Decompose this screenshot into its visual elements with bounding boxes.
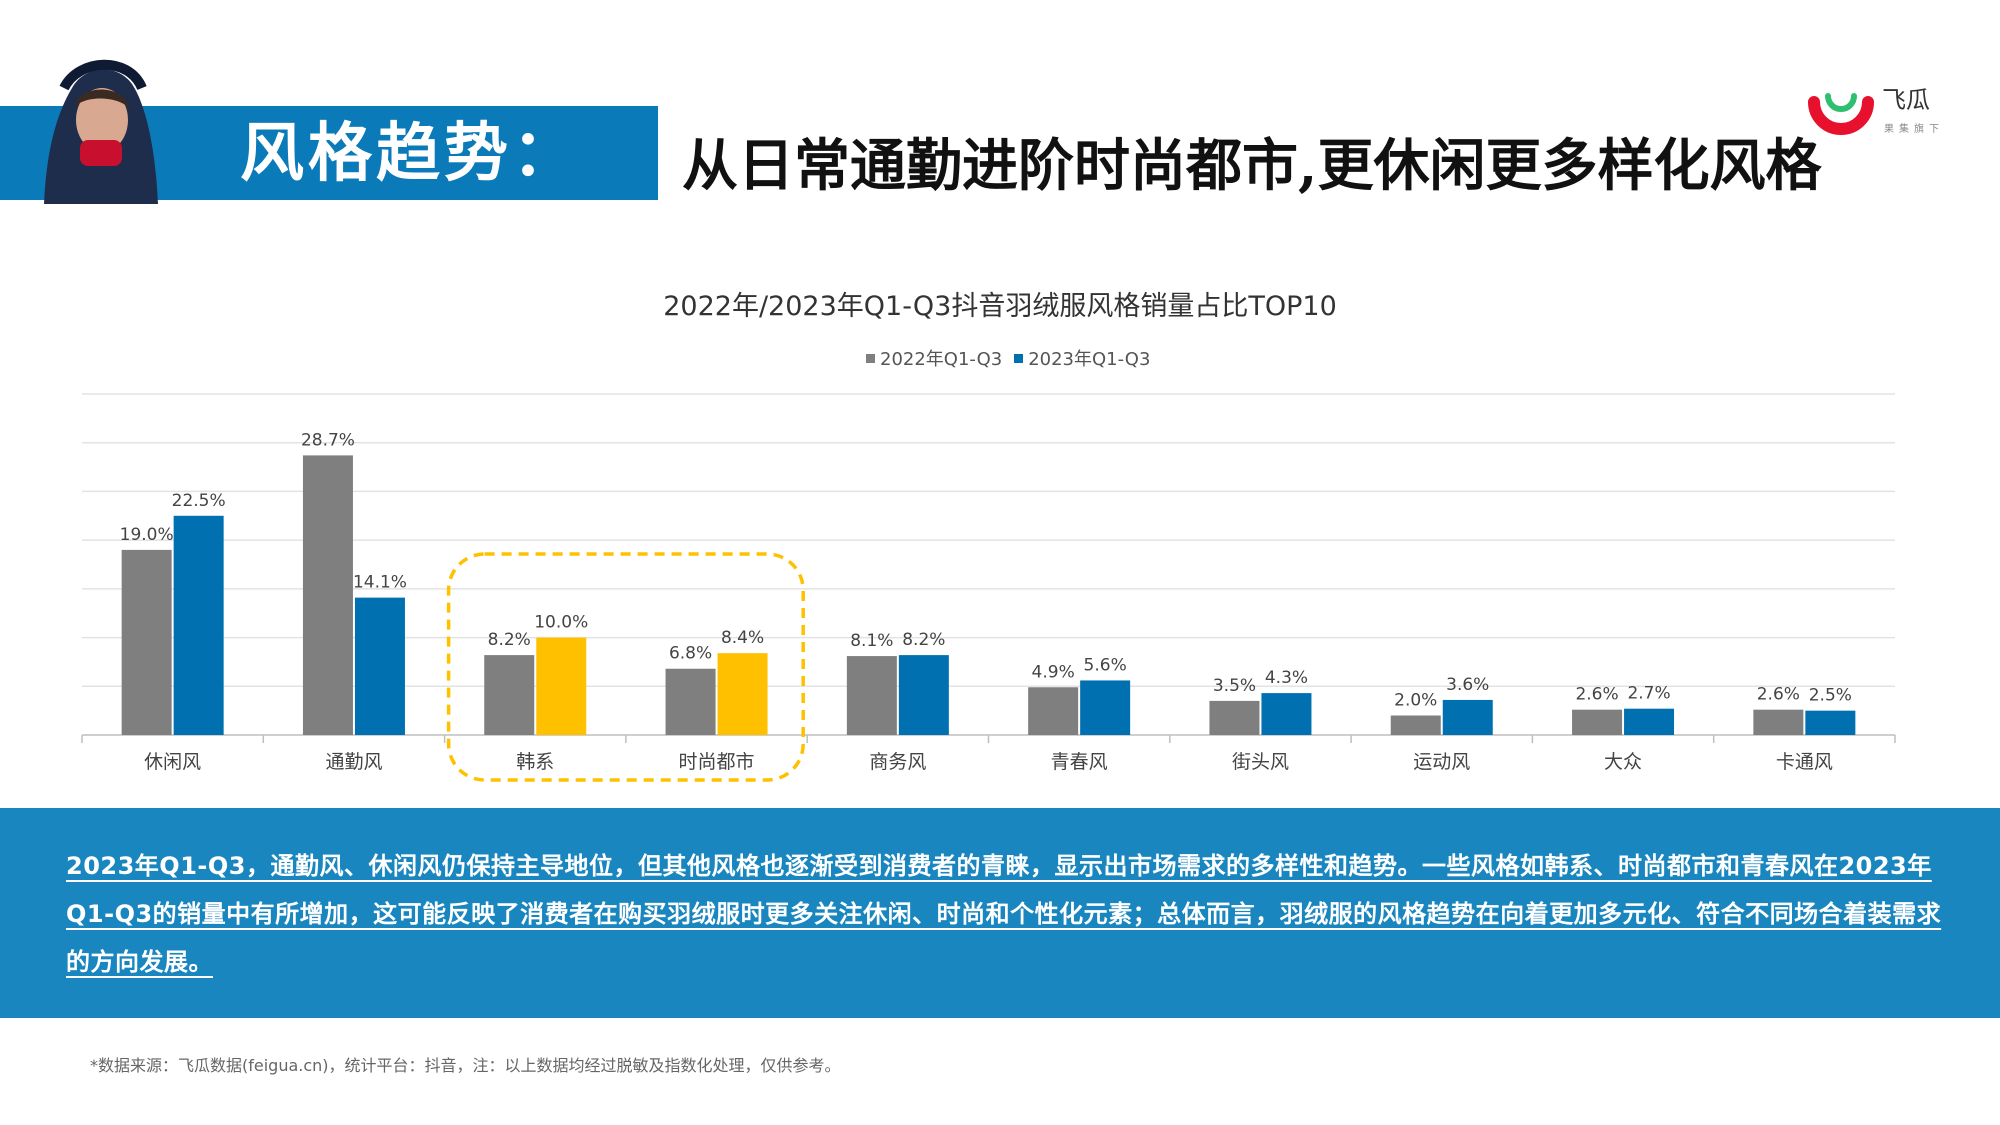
data-label-2022-1: 19.0% bbox=[120, 525, 174, 545]
data-label-2023-10: 2.5% bbox=[1809, 686, 1852, 706]
legend-swatch-2022 bbox=[866, 353, 875, 363]
bar-2022-8 bbox=[1390, 715, 1441, 735]
legend-item-2022: 2022年Q1-Q3 bbox=[866, 345, 1002, 371]
feigua-logo-icon bbox=[1808, 93, 1874, 135]
data-label-2022-3: 8.2% bbox=[488, 630, 531, 650]
legend-label-2023: 2023年Q1-Q3 bbox=[1028, 349, 1151, 370]
category-label-1: 休闲风 bbox=[144, 751, 201, 773]
data-label-2022-10: 2.6% bbox=[1757, 685, 1800, 705]
category-label-3: 韩系 bbox=[516, 751, 554, 773]
person-photo bbox=[44, 59, 158, 204]
category-label-7: 街头风 bbox=[1232, 751, 1289, 773]
category-label-10: 卡通风 bbox=[1776, 751, 1833, 773]
category-label-2: 通勤风 bbox=[325, 751, 382, 773]
data-label-2022-8: 2.0% bbox=[1394, 691, 1437, 711]
bar-2023-6 bbox=[1080, 680, 1131, 735]
highlight-frame bbox=[446, 552, 805, 782]
page-title: 从日常通勤进阶时尚都市,更休闲更多样化风格 bbox=[682, 133, 1822, 199]
data-label-2023-8: 3.6% bbox=[1446, 675, 1489, 695]
data-label-2022-6: 4.9% bbox=[1032, 662, 1075, 682]
legend-swatch-2023 bbox=[1014, 353, 1024, 363]
bar-2023-8 bbox=[1442, 699, 1493, 735]
category-label-6: 青春风 bbox=[1051, 751, 1108, 773]
bar-2023-4 bbox=[717, 653, 768, 735]
bar-2022-6 bbox=[1028, 687, 1079, 735]
data-label-2023-9: 2.7% bbox=[1627, 684, 1670, 704]
bar-2023-5 bbox=[898, 655, 949, 735]
bar-2023-3 bbox=[536, 637, 587, 735]
data-label-2022-5: 8.1% bbox=[850, 631, 893, 651]
logo-name: 飞瓜 bbox=[1882, 86, 1930, 114]
bar-2022-5 bbox=[846, 656, 897, 735]
data-label-2022-9: 2.6% bbox=[1575, 685, 1618, 705]
data-label-2023-3: 10.0% bbox=[534, 613, 588, 633]
data-label-2022-2: 28.7% bbox=[301, 430, 355, 450]
data-label-2022-4: 6.8% bbox=[669, 644, 712, 664]
data-label-2023-4: 8.4% bbox=[721, 628, 764, 648]
category-label-9: 大众 bbox=[1604, 751, 1642, 773]
data-label-2023-6: 5.6% bbox=[1084, 655, 1127, 675]
data-label-2023-1: 22.5% bbox=[172, 491, 226, 511]
category-label-5: 商务风 bbox=[869, 751, 926, 773]
summary-text: 2023年Q1-Q3，通勤风、休闲风仍保持主导地位，但其他风格也逐渐受到消费者的… bbox=[66, 852, 1942, 976]
bar-chart: 19.0%22.5%休闲风28.7%14.1%通勤风8.2%10.0%韩系6.8… bbox=[81, 393, 1896, 782]
bar-2023-10 bbox=[1805, 710, 1856, 735]
bar-2022-10 bbox=[1753, 709, 1804, 735]
footnote: *数据来源：飞瓜数据(feigua.cn)，统计平台：抖音，注：以上数据均经过脱… bbox=[90, 1056, 841, 1075]
bar-2022-7 bbox=[1209, 700, 1260, 735]
bar-2022-2 bbox=[302, 455, 353, 735]
section-label: 风格趋势： bbox=[240, 117, 580, 191]
bar-2023-1 bbox=[173, 515, 224, 735]
bar-2022-3 bbox=[484, 655, 535, 735]
legend-item-2023: 2023年Q1-Q3 bbox=[1014, 345, 1150, 371]
legend-label-2022: 2022年Q1-Q3 bbox=[880, 349, 1003, 370]
bar-2023-9 bbox=[1624, 708, 1675, 735]
bar-2023-2 bbox=[354, 597, 405, 735]
data-label-2022-7: 3.5% bbox=[1213, 676, 1256, 696]
summary-band bbox=[0, 808, 2000, 1018]
logo-subtitle: 果集旗下 bbox=[1884, 124, 1944, 135]
chart-legend: 2022年Q1-Q3 2023年Q1-Q3 bbox=[866, 345, 1150, 371]
bar-2022-9 bbox=[1572, 709, 1623, 735]
data-label-2023-7: 4.3% bbox=[1265, 668, 1308, 688]
category-label-4: 时尚都市 bbox=[679, 751, 755, 773]
bar-2022-1 bbox=[121, 549, 172, 735]
data-label-2023-2: 14.1% bbox=[353, 573, 407, 593]
category-label-8: 运动风 bbox=[1413, 751, 1470, 773]
data-label-2023-5: 8.2% bbox=[902, 630, 945, 650]
chart-title: 2022年/2023年Q1-Q3抖音羽绒服风格销量占比TOP10 bbox=[663, 291, 1337, 322]
bar-2023-7 bbox=[1261, 693, 1312, 735]
bar-2022-4 bbox=[665, 668, 716, 735]
